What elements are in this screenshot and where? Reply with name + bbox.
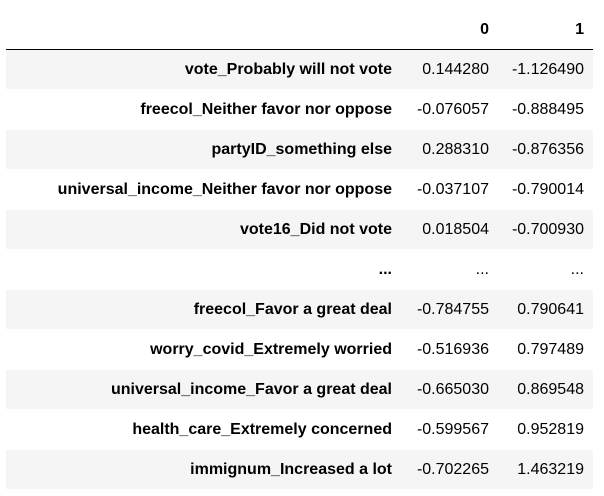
row-index-label: freecol_Neither favor nor oppose <box>6 89 401 130</box>
table-row: freecol_Favor a great deal -0.784755 0.7… <box>6 289 593 330</box>
cell-col-1: 0.790641 <box>497 289 593 330</box>
cell-col-0: -0.599567 <box>401 409 497 450</box>
cell-col-1: -1.126490 <box>497 49 593 90</box>
cell-col-1: ... <box>497 249 593 290</box>
cell-col-1: 0.869548 <box>497 369 593 410</box>
table-row: freecol_Neither favor nor oppose -0.0760… <box>6 89 593 130</box>
row-index-label: universal_income_Favor a great deal <box>6 369 401 410</box>
cell-col-1: -0.888495 <box>497 89 593 130</box>
row-index-label: worry_covid_Extremely worried <box>6 329 401 370</box>
cell-col-0: -0.516936 <box>401 329 497 370</box>
table-row: universal_income_Favor a great deal -0.6… <box>6 369 593 410</box>
table-header: 0 1 <box>6 10 593 50</box>
row-index-label: ... <box>6 249 401 290</box>
table-body: vote_Probably will not vote 0.144280 -1.… <box>6 49 593 489</box>
cell-col-0: -0.076057 <box>401 89 497 130</box>
cell-col-1: 0.797489 <box>497 329 593 370</box>
cell-col-1: -0.790014 <box>497 169 593 210</box>
table-row: universal_income_Neither favor nor oppos… <box>6 169 593 210</box>
cell-col-1: 0.952819 <box>497 409 593 450</box>
row-index-label: freecol_Favor a great deal <box>6 289 401 330</box>
cell-col-0: ... <box>401 249 497 290</box>
table-row: health_care_Extremely concerned -0.59956… <box>6 409 593 450</box>
column-header-0: 0 <box>401 10 497 50</box>
row-index-label: partyID_something else <box>6 129 401 170</box>
cell-col-1: -0.876356 <box>497 129 593 170</box>
row-index-label: universal_income_Neither favor nor oppos… <box>6 169 401 210</box>
table-row: worry_covid_Extremely worried -0.516936 … <box>6 329 593 370</box>
cell-col-0: -0.784755 <box>401 289 497 330</box>
row-index-label: immignum_Increased a lot <box>6 449 401 489</box>
cell-col-0: -0.702265 <box>401 449 497 489</box>
cell-col-0: 0.144280 <box>401 49 497 90</box>
row-index-label: vote_Probably will not vote <box>6 49 401 90</box>
table-row: immignum_Increased a lot -0.702265 1.463… <box>6 449 593 489</box>
cell-col-0: 0.288310 <box>401 129 497 170</box>
cell-col-0: 0.018504 <box>401 209 497 250</box>
index-header <box>6 10 401 50</box>
header-row: 0 1 <box>6 10 593 50</box>
table-row: partyID_something else 0.288310 -0.87635… <box>6 129 593 170</box>
cell-col-0: -0.665030 <box>401 369 497 410</box>
row-index-label: vote16_Did not vote <box>6 209 401 250</box>
dataframe-table: 0 1 vote_Probably will not vote 0.144280… <box>6 10 593 489</box>
cell-col-0: -0.037107 <box>401 169 497 210</box>
table-row: vote_Probably will not vote 0.144280 -1.… <box>6 49 593 90</box>
column-header-1: 1 <box>497 10 593 50</box>
cell-col-1: 1.463219 <box>497 449 593 489</box>
ellipsis-row: ... ... ... <box>6 249 593 290</box>
table-row: vote16_Did not vote 0.018504 -0.700930 <box>6 209 593 250</box>
cell-col-1: -0.700930 <box>497 209 593 250</box>
row-index-label: health_care_Extremely concerned <box>6 409 401 450</box>
